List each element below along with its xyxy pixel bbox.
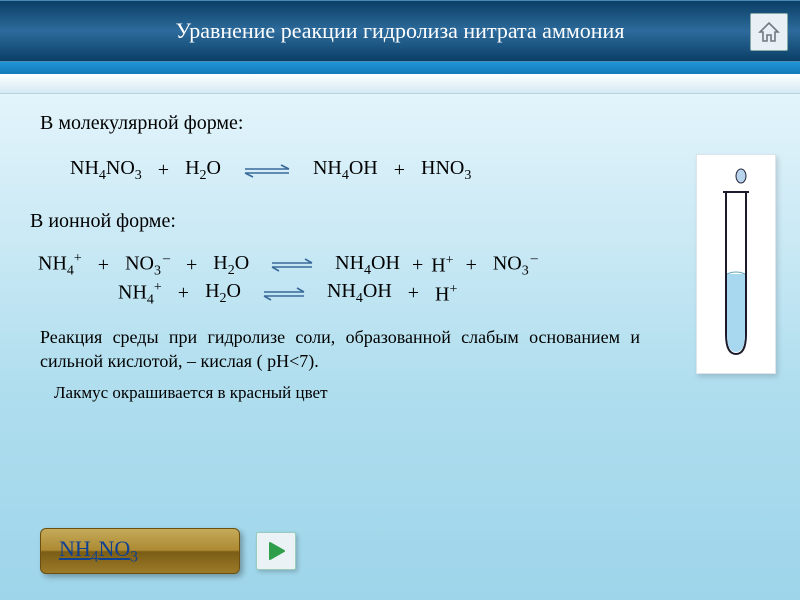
plus: + (178, 282, 189, 305)
species: NO3– (125, 251, 170, 280)
panel-band (0, 74, 800, 94)
play-button[interactable] (256, 532, 296, 570)
heading-molecular: В молекулярной форме: (40, 112, 772, 135)
plus: + (394, 159, 405, 182)
equation-molecular: NH4NO3 + H2O NH4OH + HNO3 (62, 157, 772, 184)
equilibrium-arrow-icon (259, 286, 309, 302)
species: H+ (435, 282, 457, 307)
species: NO3– (493, 251, 538, 280)
title-bar: Уравнение реакции гидролиза нитрата аммо… (0, 0, 800, 62)
plus: + (408, 282, 419, 305)
note-litmus: Лакмус окрашивается в красный цвет (54, 383, 772, 403)
plus: + (466, 254, 477, 277)
species: NH4+ (38, 251, 82, 280)
formula-label: NH4NO3 (59, 536, 138, 566)
equilibrium-arrow-icon (267, 257, 317, 273)
test-tube-panel (696, 154, 776, 374)
test-tube-icon (708, 164, 764, 364)
equation-ionic-net: NH4+ + H2O NH4OH + H+ (110, 280, 772, 309)
species: NH4OH (327, 280, 392, 307)
species: H+ (431, 253, 453, 278)
page-title: Уравнение реакции гидролиза нитрата аммо… (176, 18, 625, 44)
equation-ionic-full: NH4+ + NO3– + H2O NH4OH + H+ + NO3– (30, 251, 772, 280)
home-icon (756, 19, 782, 45)
plus: + (412, 254, 423, 277)
play-icon (265, 540, 287, 562)
species: NH4OH (335, 252, 400, 279)
heading-ionic: В ионной форме: (30, 210, 772, 233)
plus: + (98, 254, 109, 277)
species: NH4OH (313, 157, 378, 184)
species: H2O (205, 280, 241, 307)
plus: + (186, 254, 197, 277)
content-area: В молекулярной форме: NH4NO3 + H2O NH4OH… (0, 94, 800, 600)
species: NH4NO3 (70, 157, 142, 184)
separator-band (0, 62, 800, 74)
species: HNO3 (421, 157, 471, 184)
species: H2O (185, 157, 221, 184)
plus: + (158, 159, 169, 182)
species: NH4+ (118, 280, 162, 309)
species: H2O (213, 252, 249, 279)
note-text: Реакция среды при гидролизе соли, образо… (40, 326, 640, 373)
formula-button[interactable]: NH4NO3 (40, 528, 240, 574)
home-button[interactable] (750, 13, 788, 51)
equilibrium-arrow-icon (239, 163, 295, 179)
